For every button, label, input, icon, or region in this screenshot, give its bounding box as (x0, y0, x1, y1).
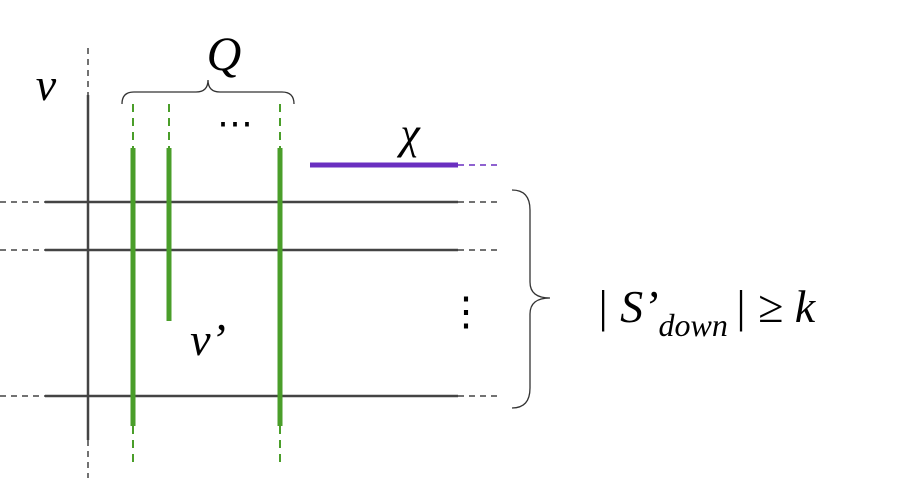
label-v: ν (36, 59, 57, 110)
green-lines (130, 104, 283, 468)
vertical-ellipsis: ⋮ (446, 289, 486, 335)
formula-close: | ≥ k (734, 281, 817, 332)
label-q: Q (207, 28, 242, 81)
formula-open: | S’ (596, 281, 658, 332)
dark-lines (0, 48, 498, 478)
horizontal-ellipsis: ⋯ (217, 103, 253, 144)
top-brace (121, 79, 295, 105)
formula-subscript: down (658, 307, 727, 343)
label-chi: χ (396, 109, 421, 158)
right-brace (511, 189, 551, 409)
label-v-prime: ν’ (190, 314, 226, 365)
formula: | S’down | ≥ k (596, 281, 817, 343)
